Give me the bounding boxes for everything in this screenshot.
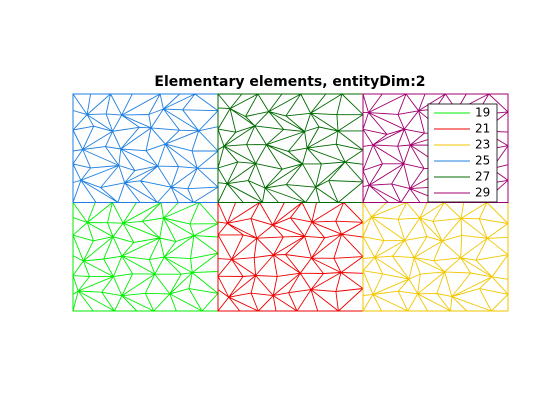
legend-label: 27: [475, 170, 490, 184]
legend-label: 25: [475, 154, 490, 168]
legend-label: 29: [475, 186, 490, 200]
region-border: [362, 93, 509, 203]
chart-title: Elementary elements, entityDim:2: [154, 74, 425, 90]
legend-label: 21: [475, 122, 490, 136]
legend: 19 21 23 25 27 29: [427, 103, 498, 203]
legend-label: 23: [475, 138, 490, 152]
legend-label: 19: [475, 106, 490, 120]
legend-box: [427, 103, 498, 203]
